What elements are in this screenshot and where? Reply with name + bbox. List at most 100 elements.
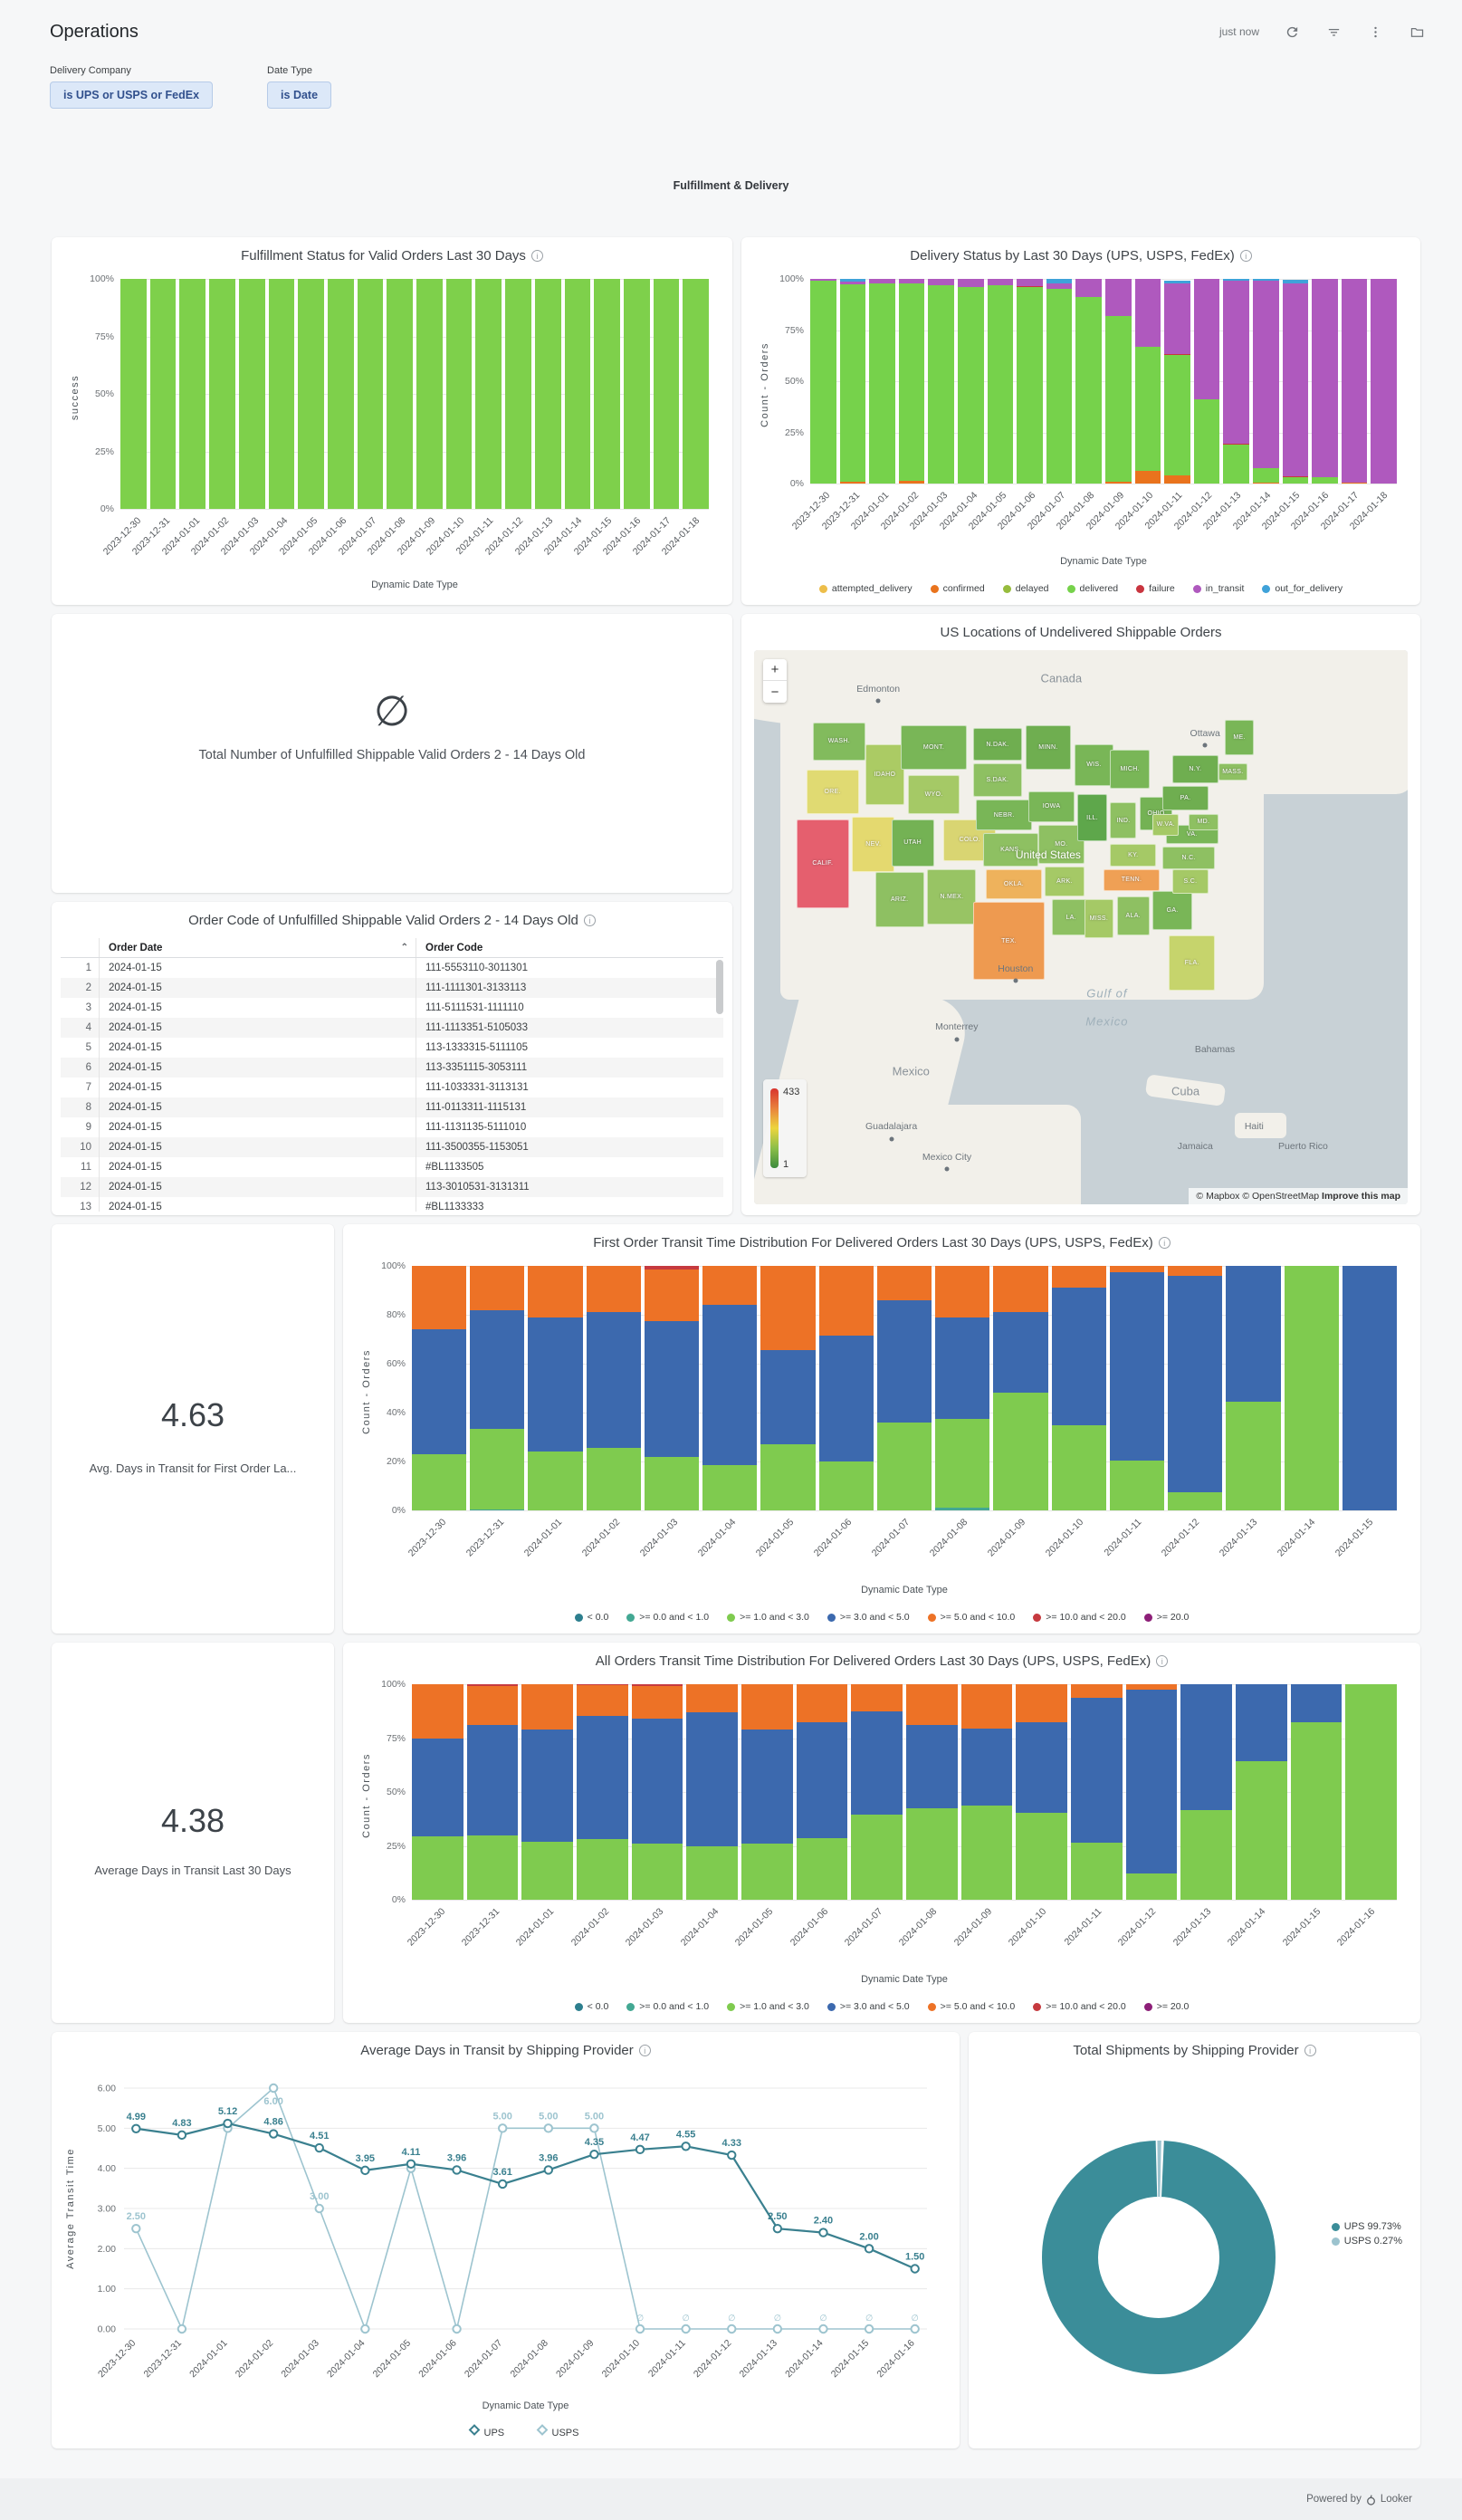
bar-segment->= 1.0 and < 3.0[interactable] (935, 1418, 990, 1509)
bar-segment->= 3.0 and < 5.0[interactable] (686, 1711, 739, 1846)
bar-segment->= 5.0 and < 10.0[interactable] (586, 1266, 641, 1313)
bar-segment->= 3.0 and < 5.0[interactable] (1051, 1288, 1106, 1425)
state-ndak[interactable]: N.DAK. (972, 727, 1022, 762)
data-point-usps[interactable] (864, 2324, 874, 2334)
bar-segment->= 5.0 and < 10.0[interactable] (851, 1684, 903, 1711)
bar-2024-01-02[interactable] (898, 279, 925, 484)
bar-2024-01-12[interactable] (505, 279, 531, 509)
bar-segment->= 3.0 and < 5.0[interactable] (1109, 1271, 1165, 1461)
bar-segment->= 5.0 and < 10.0[interactable] (741, 1684, 793, 1730)
data-point-usps[interactable] (314, 2203, 324, 2214)
state-nmex[interactable]: N.MEX. (927, 868, 977, 925)
state-mont[interactable]: MONT. (901, 724, 967, 770)
table-row[interactable]: 3 2024-01-15 111-5111531-1111110 (61, 998, 723, 1018)
bar-segment-delivered[interactable] (1312, 477, 1338, 484)
legend-item->= 20.0[interactable]: >= 20.0 (1143, 1612, 1189, 1623)
bar-segment-failure[interactable] (1164, 353, 1190, 355)
state-md[interactable]: MD. (1189, 813, 1218, 830)
legend-item->= 5.0 and < 10.0[interactable]: >= 5.0 and < 10.0 (927, 2001, 1015, 2012)
bar-2024-01-18[interactable] (1371, 279, 1397, 484)
bar-2024-01-15[interactable] (1342, 1266, 1397, 1510)
bar-segment->= 3.0 and < 5.0[interactable] (1016, 1721, 1068, 1813)
table-row[interactable]: 5 2024-01-15 113-1333315-5111105 (61, 1038, 723, 1058)
bar-segment-failure[interactable] (1282, 476, 1309, 478)
bar-2023-12-31[interactable] (470, 1266, 525, 1510)
bar-2024-01-05[interactable] (760, 1266, 816, 1510)
bar-2024-01-15[interactable] (594, 279, 620, 509)
bar-segment->= 10.0 and < 20.0[interactable] (644, 1266, 700, 1270)
data-point-usps[interactable] (131, 2223, 141, 2234)
bar-2024-01-01[interactable] (179, 279, 206, 509)
bar-segment->= 1.0 and < 3.0[interactable] (960, 1806, 1013, 1900)
state-calif[interactable]: CALIF. (796, 819, 849, 908)
bar-segment->= 1.0 and < 3.0[interactable] (796, 1838, 848, 1900)
data-point-usps[interactable] (452, 2324, 462, 2334)
bar-2024-01-14[interactable] (1236, 1684, 1287, 1900)
bar-segment-in_transit[interactable] (1312, 279, 1338, 478)
bar-segment-confirmed[interactable] (1104, 481, 1132, 484)
legend-item-out_for_delivery[interactable]: out_for_delivery (1262, 583, 1343, 594)
legend-item-ups[interactable]: UPS 99.73% (1331, 2221, 1402, 2232)
bar-segment->= 1.0 and < 3.0[interactable] (631, 1844, 683, 1900)
data-point-usps[interactable] (727, 2324, 737, 2334)
more-menu-icon[interactable] (1366, 23, 1384, 41)
legend-item-usps[interactable]: USPS (536, 2424, 578, 2439)
bar-2024-01-15[interactable] (1282, 279, 1309, 484)
bar-segment->= 3.0 and < 5.0[interactable] (1168, 1275, 1223, 1492)
legend-item-attempted_delivery[interactable]: attempted_delivery (818, 583, 913, 594)
bar-segment->= 5.0 and < 10.0[interactable] (876, 1266, 932, 1300)
bar-2024-01-04[interactable] (686, 1684, 739, 1900)
legend-item->= 10.0 and < 20.0[interactable]: >= 10.0 and < 20.0 (1033, 2001, 1126, 2012)
bar-segment->= 5.0 and < 10.0[interactable] (796, 1684, 848, 1722)
bar-segment-failure[interactable] (1017, 285, 1043, 288)
bar-segment-in_transit[interactable] (928, 279, 954, 285)
data-point-ups[interactable] (818, 2228, 828, 2237)
bar-segment->= 3.0 and < 5.0[interactable] (796, 1721, 848, 1839)
state-ariz[interactable]: ARIZ. (874, 871, 924, 927)
data-point-ups[interactable] (268, 2129, 279, 2139)
bar-segment->= 1.0 and < 3.0[interactable] (470, 1428, 525, 1509)
bar-segment[interactable] (238, 279, 265, 509)
table-row[interactable]: 10 2024-01-15 111-3500355-1153051 (61, 1137, 723, 1157)
bar-segment->= 1.0 and < 3.0[interactable] (906, 1807, 958, 1900)
bar-segment->= 3.0 and < 5.0[interactable] (993, 1312, 1048, 1394)
bar-segment[interactable] (179, 279, 206, 509)
state-idaho[interactable]: IDAHO (865, 744, 905, 806)
state-okla[interactable]: OKLA. (986, 868, 1042, 900)
legend-item-< 0.0[interactable]: < 0.0 (574, 2001, 608, 2012)
data-point-usps[interactable] (772, 2324, 783, 2334)
bar-segment-delivered[interactable] (810, 281, 836, 484)
legend-item->= 3.0 and < 5.0[interactable]: >= 3.0 and < 5.0 (827, 1612, 910, 1623)
data-point-ups[interactable] (452, 2165, 462, 2175)
state-mass[interactable]: MASS. (1218, 763, 1248, 781)
data-point-usps[interactable] (268, 2083, 279, 2094)
data-point-usps[interactable] (589, 2123, 599, 2133)
bar-segment->= 5.0 and < 10.0[interactable] (521, 1684, 574, 1730)
bar-segment-delivered[interactable] (1193, 399, 1220, 484)
data-point-usps[interactable] (497, 2123, 508, 2133)
bar-segment-out_for_delivery[interactable] (1164, 281, 1190, 283)
bar-segment-delivered[interactable] (839, 283, 866, 482)
bar-segment[interactable] (505, 279, 531, 509)
bar-2023-12-31[interactable] (466, 1684, 519, 1900)
bar-segment-in_transit[interactable] (1046, 283, 1073, 290)
data-point-ups[interactable] (589, 2149, 599, 2160)
bar-segment-delivered[interactable] (1134, 346, 1161, 472)
bar-segment->= 5.0 and < 10.0[interactable] (1016, 1684, 1068, 1722)
bar-segment->= 1.0 and < 3.0[interactable] (1109, 1460, 1165, 1510)
bar-segment-in_transit[interactable] (957, 279, 984, 288)
bar-segment[interactable] (683, 279, 710, 509)
bar-segment[interactable] (534, 279, 561, 509)
bar-segment->= 5.0 and < 10.0[interactable] (993, 1266, 1048, 1313)
bar-2024-01-09[interactable] (960, 1684, 1013, 1900)
bar-segment->= 1.0 and < 3.0[interactable] (851, 1815, 903, 1900)
bar-2024-01-03[interactable] (928, 279, 954, 484)
bar-2024-01-01[interactable] (521, 1684, 574, 1900)
bar-segment-in_transit[interactable] (898, 279, 925, 283)
info-icon[interactable]: i (583, 915, 596, 926)
bar-segment->= 3.0 and < 5.0[interactable] (412, 1738, 463, 1836)
data-point-usps[interactable] (910, 2324, 920, 2334)
bar-segment->= 1.0 and < 3.0[interactable] (1051, 1424, 1106, 1510)
bar-2024-01-11[interactable] (1071, 1684, 1123, 1900)
legend-item->= 20.0[interactable]: >= 20.0 (1143, 2001, 1189, 2012)
